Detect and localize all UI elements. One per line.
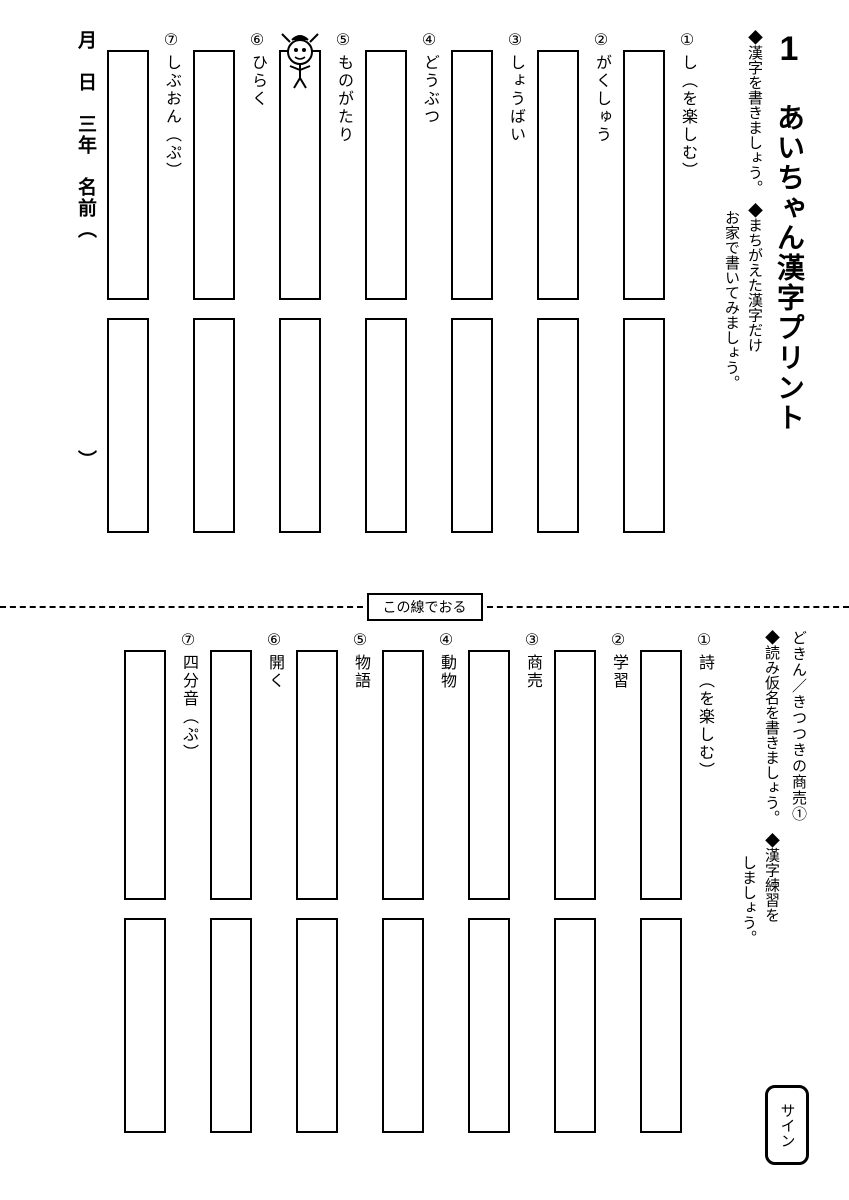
answer-box[interactable] (296, 650, 338, 900)
exercise-col: ② 学習 (606, 630, 630, 1180)
practice-box[interactable] (279, 318, 321, 533)
exercise-col: ⑤ 物語 (348, 630, 372, 1180)
answer-box[interactable] (107, 50, 149, 300)
item-number: ⑤ (336, 30, 350, 50)
item-reading: しょうばい (503, 50, 527, 200)
item-number: ① (697, 630, 711, 650)
practice-box[interactable] (107, 318, 149, 533)
exercise-col: ⑥ 開く (262, 630, 286, 1180)
answer-box[interactable] (210, 650, 252, 900)
exercise-col: ⑦ しぶおん（ぷ） (159, 30, 183, 590)
instruction-3: お家で書いてみましょう。 (721, 30, 742, 590)
practice-box[interactable] (382, 918, 424, 1133)
item-number: ⑥ (250, 30, 264, 50)
practice-box[interactable] (468, 918, 510, 1133)
item-number: ⑤ (353, 630, 367, 650)
item-number: ⑦ (164, 30, 178, 50)
sign-label: サイン (777, 1103, 798, 1148)
item-number: ④ (422, 30, 436, 50)
practice-box[interactable] (210, 918, 252, 1133)
item-kanji: 商売 (520, 650, 544, 800)
answer-box[interactable] (124, 650, 166, 900)
item-reading: ひらく (245, 50, 269, 200)
exercise-col: ① し（を楽しむ） (675, 30, 699, 590)
exercise-col: ① 詩（を楽しむ） (692, 630, 716, 1180)
item-reading: ものがたり (331, 50, 355, 200)
exercise-col: ⑤ ものがたり (331, 30, 355, 590)
answer-box[interactable] (365, 50, 407, 300)
answer-box[interactable] (554, 650, 596, 900)
item-reading: しぶおん（ぷ） (159, 50, 183, 200)
item-number: ④ (439, 630, 453, 650)
top-header: 1 あいちゃん漢字プリント 漢字を書きましょう。 まちがえた漢字だけ お家で書い… (719, 30, 809, 590)
exercise-col: ③ 商売 (520, 630, 544, 1180)
top-instructions: 漢字を書きましょう。 まちがえた漢字だけ お家で書いてみましょう。 (719, 30, 765, 590)
item-reading: どうぶつ (417, 50, 441, 200)
exercise-col: ⑦ 四分音（ぷ） (176, 630, 200, 1180)
answer-box[interactable] (451, 50, 493, 300)
worksheet-title: 1 あいちゃん漢字プリント (769, 30, 809, 590)
item-reading: し（を楽しむ） (675, 50, 699, 200)
practice-box[interactable] (554, 918, 596, 1133)
practice-box[interactable] (365, 318, 407, 533)
exercise-col: ④ どうぶつ (417, 30, 441, 590)
top-exercise-area: ① し（を楽しむ） ② がくしゅう ③ しょうばい ④ どうぶつ ⑤ ものがたり (107, 30, 699, 590)
instruction-1: 漢字を書きましょう。 まちがえた漢字だけ (744, 30, 765, 590)
item-kanji: 動物 (434, 650, 458, 800)
answer-box[interactable] (623, 50, 665, 300)
fold-line: この線でおる (0, 595, 849, 619)
bottom-half: どきん／きつつきの商売① 読み仮名を書きましょう。 漢字練習を しましょう。 ①… (0, 630, 849, 1180)
item-number: ① (680, 30, 694, 50)
fold-label: この線でおる (367, 593, 483, 621)
item-kanji: 四分音（ぷ） (176, 650, 200, 800)
item-kanji: 開く (262, 650, 286, 800)
answer-box[interactable] (537, 50, 579, 300)
exercise-col: ③ しょうばい (503, 30, 527, 590)
item-number: ⑥ (267, 630, 281, 650)
item-number: ③ (525, 630, 539, 650)
mascot-icon (276, 30, 324, 90)
answer-box[interactable] (640, 650, 682, 900)
item-number: ⑦ (181, 630, 195, 650)
practice-box[interactable] (193, 318, 235, 533)
bottom-instruction-3: しましょう。 (738, 630, 759, 1180)
exercise-col: ② がくしゅう (589, 30, 613, 590)
answer-box[interactable] (193, 50, 235, 300)
item-number: ② (594, 30, 608, 50)
item-kanji: 詩（を楽しむ） (692, 650, 716, 800)
item-number: ③ (508, 30, 522, 50)
practice-box[interactable] (124, 918, 166, 1133)
item-number: ② (611, 630, 625, 650)
bottom-exercise-area: ① 詩（を楽しむ） ② 学習 ③ 商売 ④ 動物 ⑤ 物語 ⑥ 開く ⑦ (124, 630, 716, 1180)
exercise-col: ④ 動物 (434, 630, 458, 1180)
answer-box[interactable] (468, 650, 510, 900)
practice-box[interactable] (296, 918, 338, 1133)
date-name-line[interactable]: 月 日 三年 名前（ ） (72, 30, 99, 590)
answer-box[interactable] (382, 650, 424, 900)
item-kanji: 学習 (606, 650, 630, 800)
worksheet-title-text: あいちゃん漢字プリント (774, 103, 805, 433)
top-half: 1 あいちゃん漢字プリント 漢字を書きましょう。 まちがえた漢字だけ お家で書い… (0, 30, 849, 590)
practice-box[interactable] (623, 318, 665, 533)
exercise-col: ⑥ ひらく (245, 30, 269, 590)
sign-box[interactable]: サイン (765, 1085, 809, 1165)
worksheet-number: 1 (770, 30, 808, 70)
item-reading: がくしゅう (589, 50, 613, 200)
item-kanji: 物語 (348, 650, 372, 800)
practice-box[interactable] (537, 318, 579, 533)
practice-box[interactable] (640, 918, 682, 1133)
practice-box[interactable] (451, 318, 493, 533)
